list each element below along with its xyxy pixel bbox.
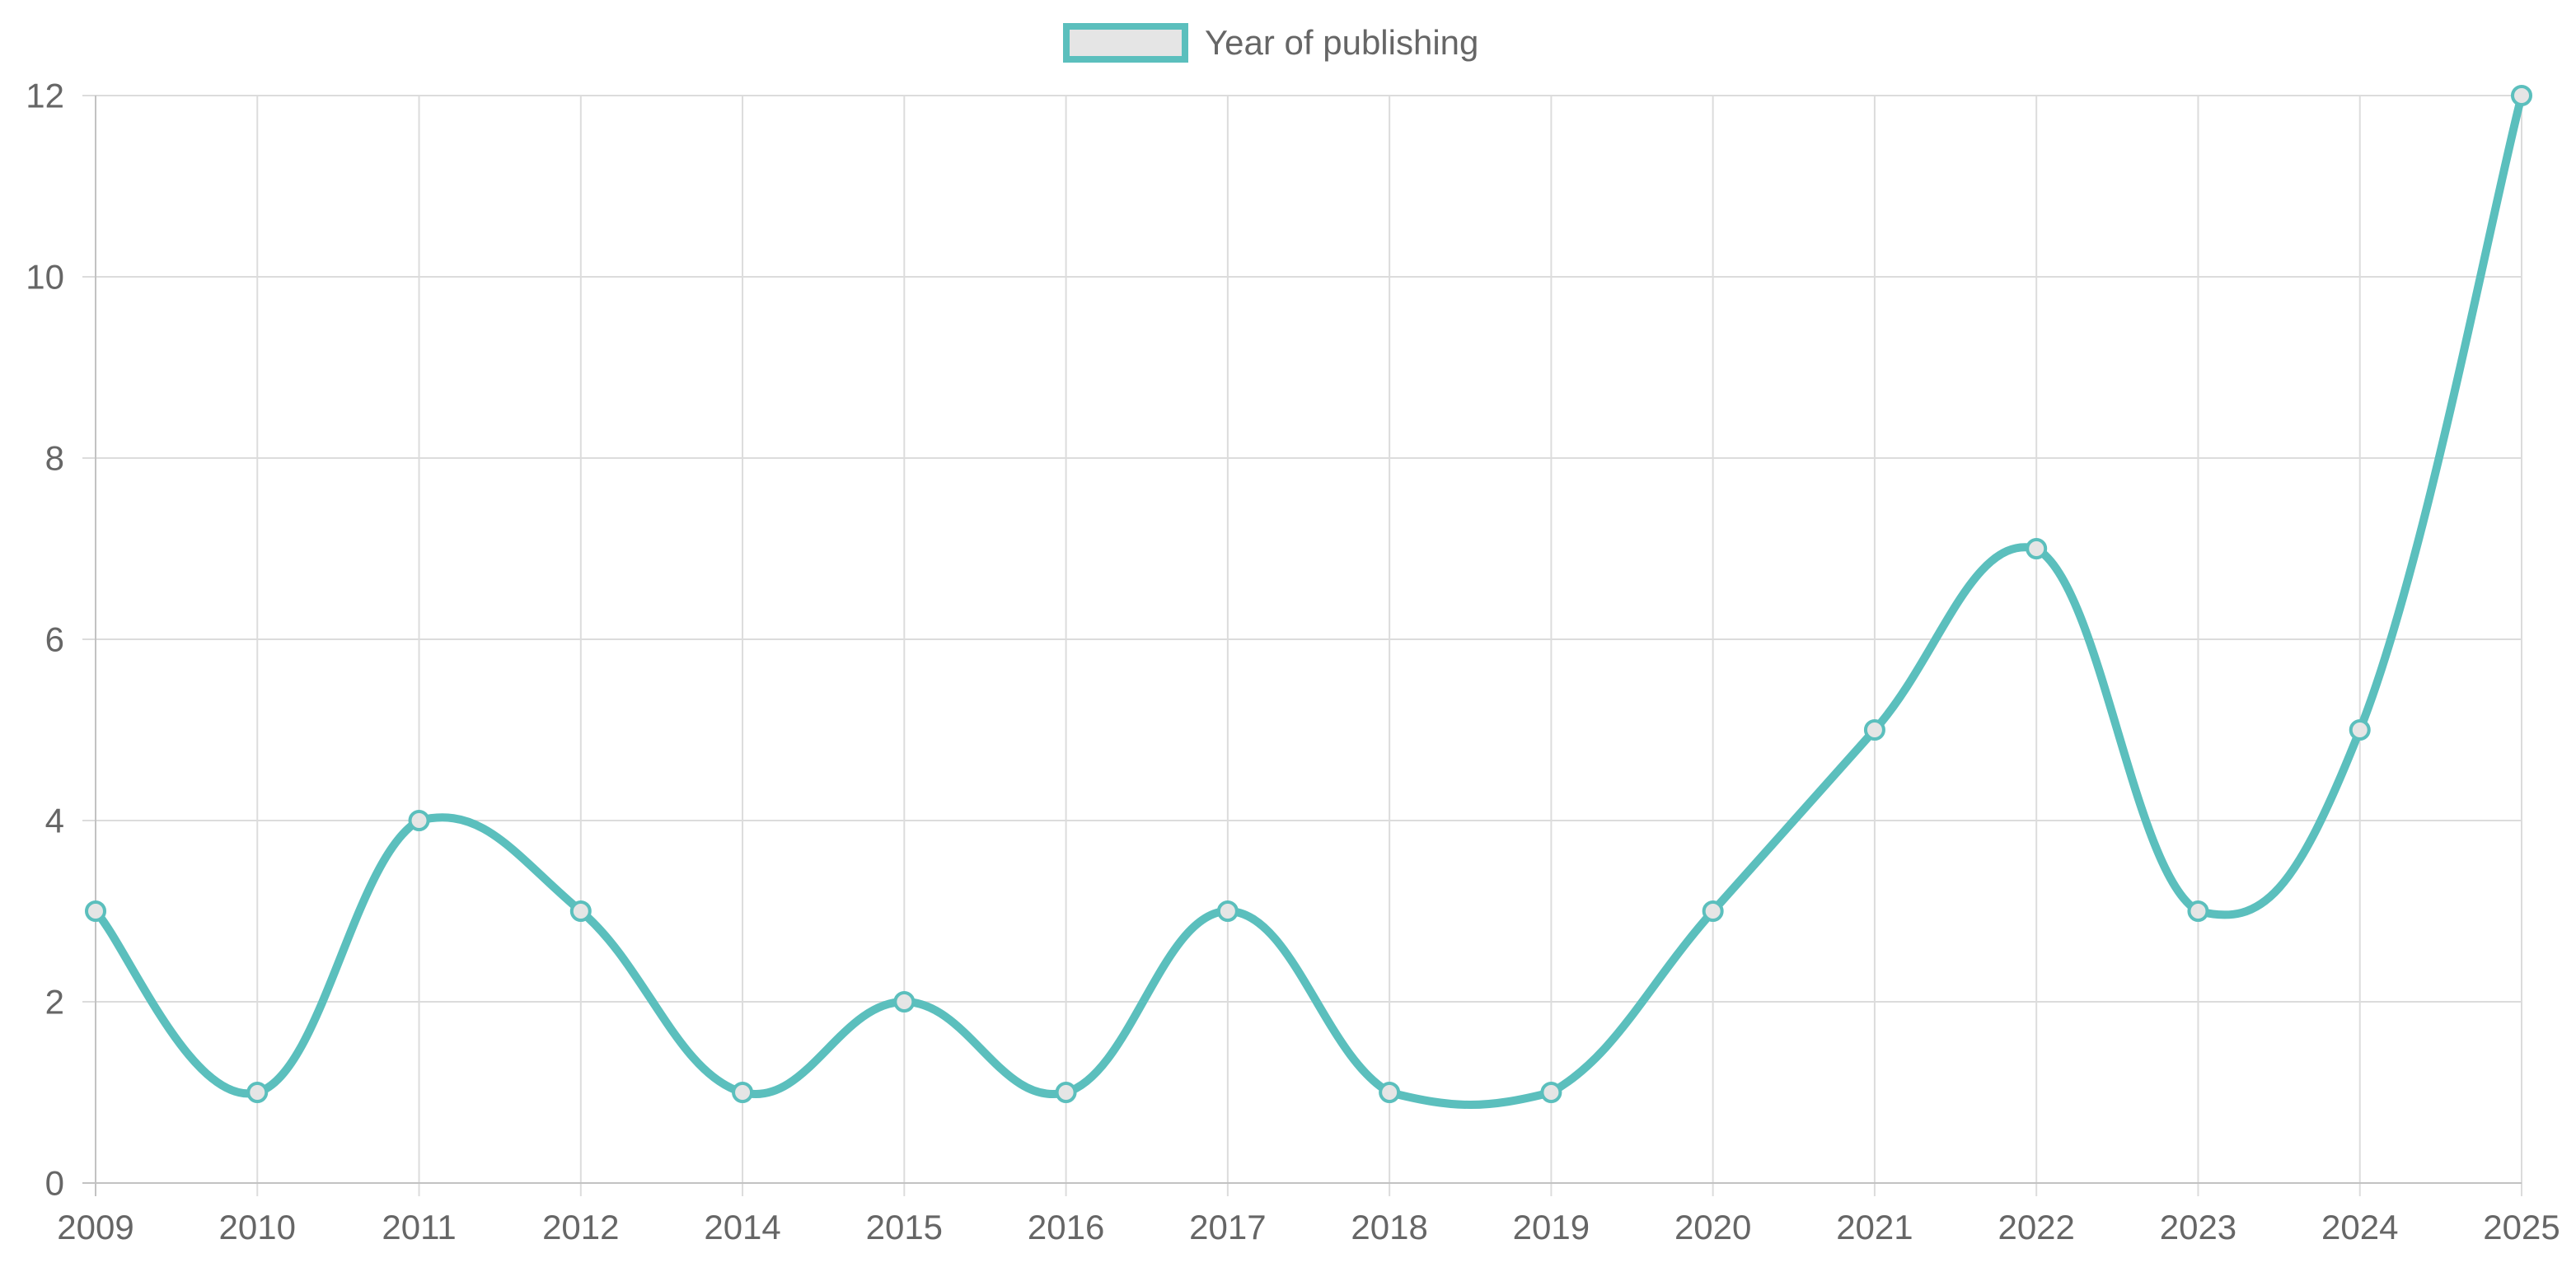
x-tick-label: 2011 [382, 1208, 456, 1246]
x-tick-label: 2009 [57, 1208, 133, 1246]
data-point [893, 991, 916, 1012]
chart-legend[interactable]: Year of publishing [1063, 18, 1478, 68]
series [85, 85, 2532, 1109]
data-point [1863, 719, 1885, 741]
y-tick-label: 10 [26, 258, 64, 297]
y-tick-label: 6 [45, 620, 64, 659]
data-point [2026, 538, 2048, 559]
data-point [2187, 900, 2209, 922]
x-tick-label: 2010 [219, 1208, 296, 1246]
x-tick-label: 2015 [866, 1208, 943, 1246]
axes [82, 96, 2522, 1196]
tick-labels: 0 2 4 6 8 10 12 2009 2010 2011 2012 2014 2015 2016 201… [26, 77, 2560, 1247]
x-tick-label: 2021 [1836, 1208, 1913, 1246]
data-point [408, 810, 430, 831]
x-tick-label: 2012 [542, 1208, 619, 1246]
data-point [1702, 900, 1724, 922]
x-tick-label: 2014 [704, 1208, 780, 1246]
data-point [85, 900, 106, 922]
x-tick-label: 2024 [2321, 1208, 2398, 1246]
data-point [1055, 1082, 1077, 1103]
x-tick-label: 2017 [1189, 1208, 1266, 1246]
x-tick-label: 2023 [2160, 1208, 2236, 1246]
data-point [2349, 719, 2371, 741]
x-tick-label: 2020 [1674, 1208, 1751, 1246]
data-point [1540, 1082, 1562, 1103]
y-tick-label: 4 [45, 802, 64, 840]
legend-swatch [1063, 23, 1188, 63]
y-tick-label: 12 [26, 77, 64, 115]
y-tick-label: 0 [45, 1164, 64, 1203]
series-line [91, 91, 2526, 1109]
y-tick-label: 8 [45, 439, 64, 478]
data-point [246, 1082, 269, 1103]
x-tick-label: 2025 [2483, 1208, 2560, 1246]
x-tick-label: 2018 [1351, 1208, 1427, 1246]
y-tick-label: 2 [45, 983, 64, 1022]
data-point [569, 900, 592, 922]
x-tick-label: 2016 [1028, 1208, 1104, 1246]
data-point [1379, 1082, 1401, 1103]
grid [82, 95, 2522, 1196]
x-tick-label: 2019 [1513, 1208, 1590, 1246]
data-point [2511, 85, 2532, 106]
data-point [732, 1082, 754, 1103]
legend-label: Year of publishing [1205, 23, 1479, 62]
data-point [1216, 900, 1239, 922]
x-tick-label: 2022 [1998, 1208, 2074, 1246]
